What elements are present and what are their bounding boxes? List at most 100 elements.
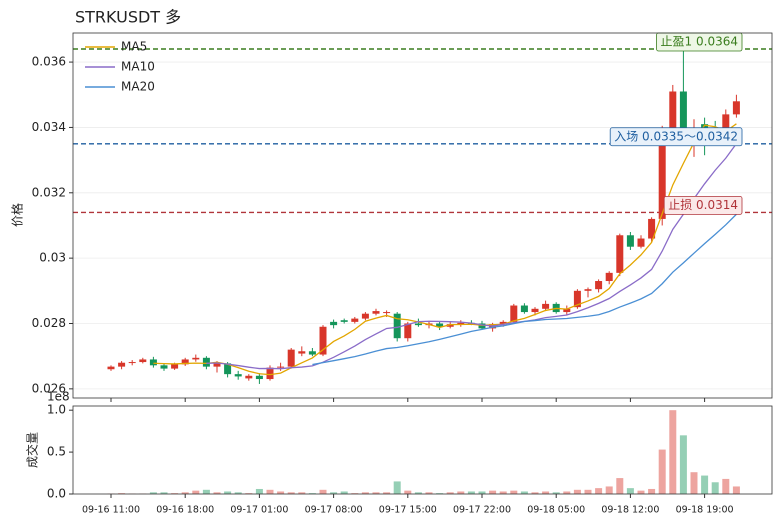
volume-bar	[330, 492, 338, 494]
y-tick-label: 0.032	[32, 185, 66, 199]
volume-bar	[266, 489, 274, 494]
candle-body	[213, 363, 221, 367]
volume-bar	[340, 491, 348, 494]
candle-body	[605, 272, 613, 282]
candle-body	[732, 101, 740, 115]
candle-body	[446, 324, 454, 327]
volume-bar	[457, 491, 465, 494]
candle-body	[648, 218, 656, 239]
x-tick-label: 09-16 18:00	[156, 505, 214, 516]
candle-body	[499, 321, 507, 325]
candle-body	[107, 366, 115, 370]
y-tick-label: 0.026	[32, 381, 66, 395]
candle-body	[330, 321, 338, 326]
candle-body	[372, 311, 380, 314]
volume-y-tick-label: 0.5	[47, 445, 66, 459]
candle-body	[393, 313, 401, 339]
volume-bar	[287, 492, 295, 494]
x-tick-label: 09-17 22:00	[453, 505, 511, 516]
volume-bar	[234, 492, 242, 494]
candle-body	[531, 308, 539, 313]
ma-line	[312, 213, 737, 366]
candle-body	[224, 363, 232, 375]
volume-bar	[732, 486, 740, 494]
volume-bar	[531, 492, 539, 494]
volume-bar	[361, 492, 369, 494]
volume-bar	[467, 491, 475, 494]
x-tick-label: 09-18 12:00	[601, 505, 659, 516]
volume-bar	[308, 493, 316, 494]
volume-bar	[181, 492, 189, 494]
ma-line	[206, 143, 737, 370]
candle-body	[573, 290, 581, 308]
volume-bar	[584, 489, 592, 494]
candle-body	[404, 323, 412, 339]
price-frame	[72, 32, 773, 399]
volume-bar	[711, 482, 719, 494]
legend-label: MA20	[121, 80, 155, 94]
volume-bar	[425, 492, 433, 494]
volume-bar	[372, 492, 380, 494]
candle-body	[478, 323, 486, 329]
y-axis-label: 价格	[10, 203, 25, 227]
volume-y-tick-label: 1.0	[47, 403, 66, 417]
volume-bar	[637, 490, 645, 494]
candle-body	[563, 308, 571, 313]
volume-bar	[414, 492, 422, 494]
candle-body	[245, 375, 253, 379]
volume-bar	[499, 491, 507, 494]
volume-bar	[679, 435, 687, 494]
volume-bar	[393, 481, 401, 494]
candle-body	[171, 364, 179, 369]
y-tick-label: 0.03	[39, 251, 66, 265]
volume-axis-label: 成交量	[25, 432, 40, 468]
volume-bar	[213, 492, 221, 494]
volume-bar	[160, 492, 168, 494]
candle-body	[192, 357, 200, 360]
volume-bar	[669, 410, 677, 494]
candle-body	[436, 323, 444, 327]
volume-bar	[149, 492, 157, 494]
candle-body	[139, 359, 147, 363]
level-label: 入场 0.0335～0.0342	[614, 129, 738, 143]
volume-bar	[383, 492, 391, 494]
volume-bar	[446, 492, 454, 494]
candle-body	[351, 318, 359, 322]
candle-body	[616, 235, 624, 273]
volume-bar	[626, 488, 634, 494]
volume-bar	[224, 491, 232, 494]
volume-bar	[701, 475, 709, 494]
candle-body	[160, 365, 168, 369]
x-tick-label: 09-18 19:00	[676, 505, 734, 516]
candle-body	[722, 114, 730, 130]
x-tick-label: 09-16 11:00	[82, 505, 140, 516]
volume-bar	[118, 493, 126, 494]
volume-bar	[436, 493, 444, 494]
volume-bar	[298, 492, 306, 494]
legend-label: MA5	[121, 40, 147, 54]
volume-bar	[277, 491, 285, 494]
candle-body	[202, 357, 210, 367]
candle-body	[383, 312, 391, 314]
volume-offset-label: 1e8	[47, 390, 70, 404]
x-tick-label: 09-18 05:00	[527, 505, 585, 516]
candle-body	[637, 238, 645, 247]
y-tick-label: 0.034	[32, 120, 66, 134]
ma-line	[153, 123, 737, 376]
volume-bar	[648, 488, 656, 494]
level-label: 止盈1 0.0364	[661, 35, 738, 49]
candle-body	[457, 322, 465, 325]
candle-body	[319, 326, 327, 355]
candle-body	[520, 305, 528, 313]
candle-body	[308, 351, 316, 355]
candle-body	[542, 303, 550, 309]
candle-body	[277, 366, 285, 368]
volume-bar	[510, 490, 518, 494]
volume-frame	[72, 405, 773, 495]
volume-bar	[722, 478, 730, 494]
volume-bar	[605, 486, 613, 494]
x-tick-label: 09-17 15:00	[379, 505, 437, 516]
volume-bar	[542, 491, 550, 494]
candle-body	[149, 359, 157, 366]
